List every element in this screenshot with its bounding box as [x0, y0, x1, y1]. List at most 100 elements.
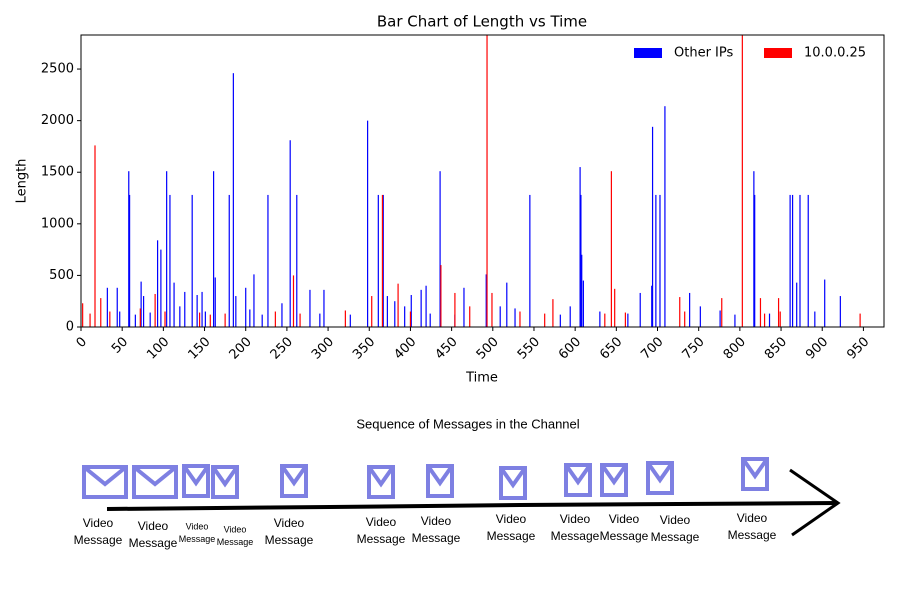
bars: [82, 35, 861, 327]
bar: [651, 126, 654, 327]
bar: [166, 171, 168, 327]
bar: [184, 291, 186, 327]
legend-label: 10.0.0.25: [804, 46, 866, 61]
message-label: Message: [412, 531, 461, 545]
bar: [292, 275, 295, 327]
bar: [381, 194, 384, 327]
legend: Other IPs 10.0.0.25: [634, 46, 866, 61]
message-label: Video: [366, 515, 397, 529]
bar: [382, 194, 384, 327]
arrow-line: [106, 501, 839, 511]
message-label: Message: [551, 529, 600, 543]
message-icon: [600, 463, 628, 497]
legend-swatch: [634, 48, 662, 58]
bar: [763, 313, 766, 327]
message-label: Message: [600, 529, 649, 543]
bar: [599, 311, 601, 327]
bar: [386, 296, 388, 327]
bar: [349, 314, 351, 327]
bar: [394, 301, 396, 327]
bar: [209, 314, 211, 327]
envelope-flap: [182, 464, 210, 487]
bar: [759, 298, 762, 327]
bar: [569, 306, 571, 327]
bar: [581, 254, 583, 327]
bar: [579, 167, 581, 327]
bar: [119, 311, 121, 327]
message-label: Video: [274, 516, 305, 530]
bar: [191, 194, 193, 327]
bar: [544, 313, 546, 327]
message-label: Video: [421, 514, 452, 528]
bar: [719, 310, 721, 327]
bar: [789, 194, 791, 327]
bar: [89, 313, 91, 327]
y-tick-label: 2000: [41, 113, 74, 128]
message-label: Video: [560, 512, 591, 526]
bar: [116, 287, 118, 327]
bar: [839, 296, 841, 327]
message-label: Video: [83, 516, 114, 530]
bar: [454, 292, 456, 327]
y-axis-title: Length: [15, 159, 30, 204]
message-icon: [499, 466, 527, 500]
bar: [289, 140, 291, 327]
bar: [824, 279, 826, 327]
bar: [214, 277, 216, 327]
bar: [299, 313, 301, 327]
bar: [228, 194, 230, 327]
message-label: Message: [179, 534, 216, 544]
bar: [734, 314, 736, 327]
bar: [106, 287, 108, 327]
bar: [198, 312, 201, 327]
y-tick-label: 500: [49, 268, 74, 283]
message-icon: [132, 465, 178, 499]
message-icon: [82, 465, 128, 499]
message-label: Message: [217, 537, 254, 547]
bar: [580, 194, 582, 327]
bar: [807, 194, 809, 327]
bar: [791, 194, 794, 327]
bar: [753, 171, 755, 327]
bar: [859, 313, 861, 327]
envelope-flap: [564, 463, 592, 486]
bar: [235, 296, 237, 327]
bar: [659, 194, 661, 327]
bar: [440, 265, 442, 327]
bar: [651, 285, 653, 327]
bar: [128, 171, 130, 327]
bar: [274, 311, 276, 327]
y-tick-label: 1000: [41, 216, 74, 231]
envelope-flap: [132, 465, 178, 487]
bar: [156, 240, 159, 327]
bar: [367, 120, 369, 327]
bar: [309, 289, 311, 327]
bar: [82, 303, 84, 327]
diagram: Sequence of Messages in the Channel Vide…: [74, 416, 841, 550]
bar: [529, 194, 531, 327]
message-label: Message: [487, 529, 536, 543]
message-icon: [646, 461, 674, 495]
chart-title: Bar Chart of Length vs Time: [377, 13, 587, 31]
bar: [397, 283, 399, 327]
arrow-head: [789, 468, 841, 537]
envelope-flap: [280, 464, 308, 487]
message-label: Message: [265, 533, 314, 547]
bar: [344, 310, 346, 327]
message-label: Video: [186, 521, 209, 531]
message-label: Video: [737, 511, 768, 525]
bar: [409, 311, 412, 327]
bar: [100, 298, 102, 327]
legend-label: Other IPs: [674, 46, 733, 61]
bar: [463, 287, 465, 327]
bar: [559, 314, 561, 327]
legend-swatch: [764, 48, 792, 58]
envelope-flap: [646, 461, 674, 484]
bar: [142, 296, 145, 327]
bar: [754, 194, 756, 327]
bar: [253, 274, 255, 327]
message-label: Message: [74, 533, 123, 547]
x-axis-title: Time: [465, 371, 498, 386]
bar: [128, 194, 131, 327]
bar: [94, 145, 96, 327]
